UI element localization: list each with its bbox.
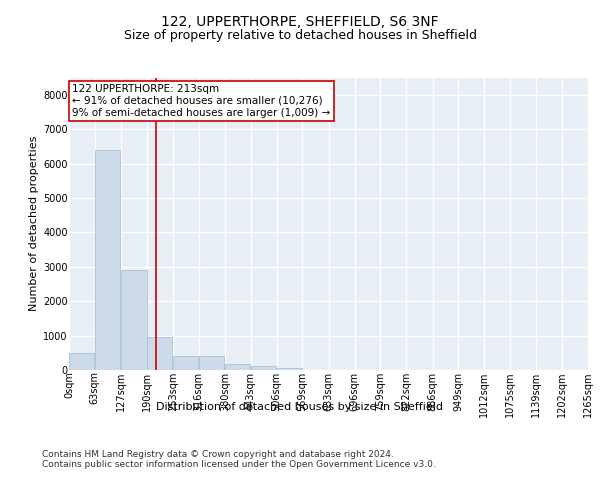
Bar (121, 270, 146, 370)
Bar (225, 364, 250, 370)
Bar (199, 356, 224, 370)
Bar (277, 368, 302, 370)
Text: Contains HM Land Registry data © Crown copyright and database right 2024.
Contai: Contains HM Land Registry data © Crown c… (42, 450, 436, 469)
Text: 122, UPPERTHORPE, SHEFFIELD, S6 3NF: 122, UPPERTHORPE, SHEFFIELD, S6 3NF (161, 16, 439, 30)
Bar (95, 150, 121, 370)
Bar (251, 366, 276, 370)
Y-axis label: Number of detached properties: Number of detached properties (29, 136, 39, 312)
Bar (173, 356, 198, 370)
Text: Size of property relative to detached houses in Sheffield: Size of property relative to detached ho… (124, 30, 476, 43)
Text: Distribution of detached houses by size in Sheffield: Distribution of detached houses by size … (157, 402, 443, 412)
Bar (148, 338, 172, 370)
Text: 122 UPPERTHORPE: 213sqm
← 91% of detached houses are smaller (10,276)
9% of semi: 122 UPPERTHORPE: 213sqm ← 91% of detache… (72, 84, 331, 117)
Bar (70, 353, 94, 370)
